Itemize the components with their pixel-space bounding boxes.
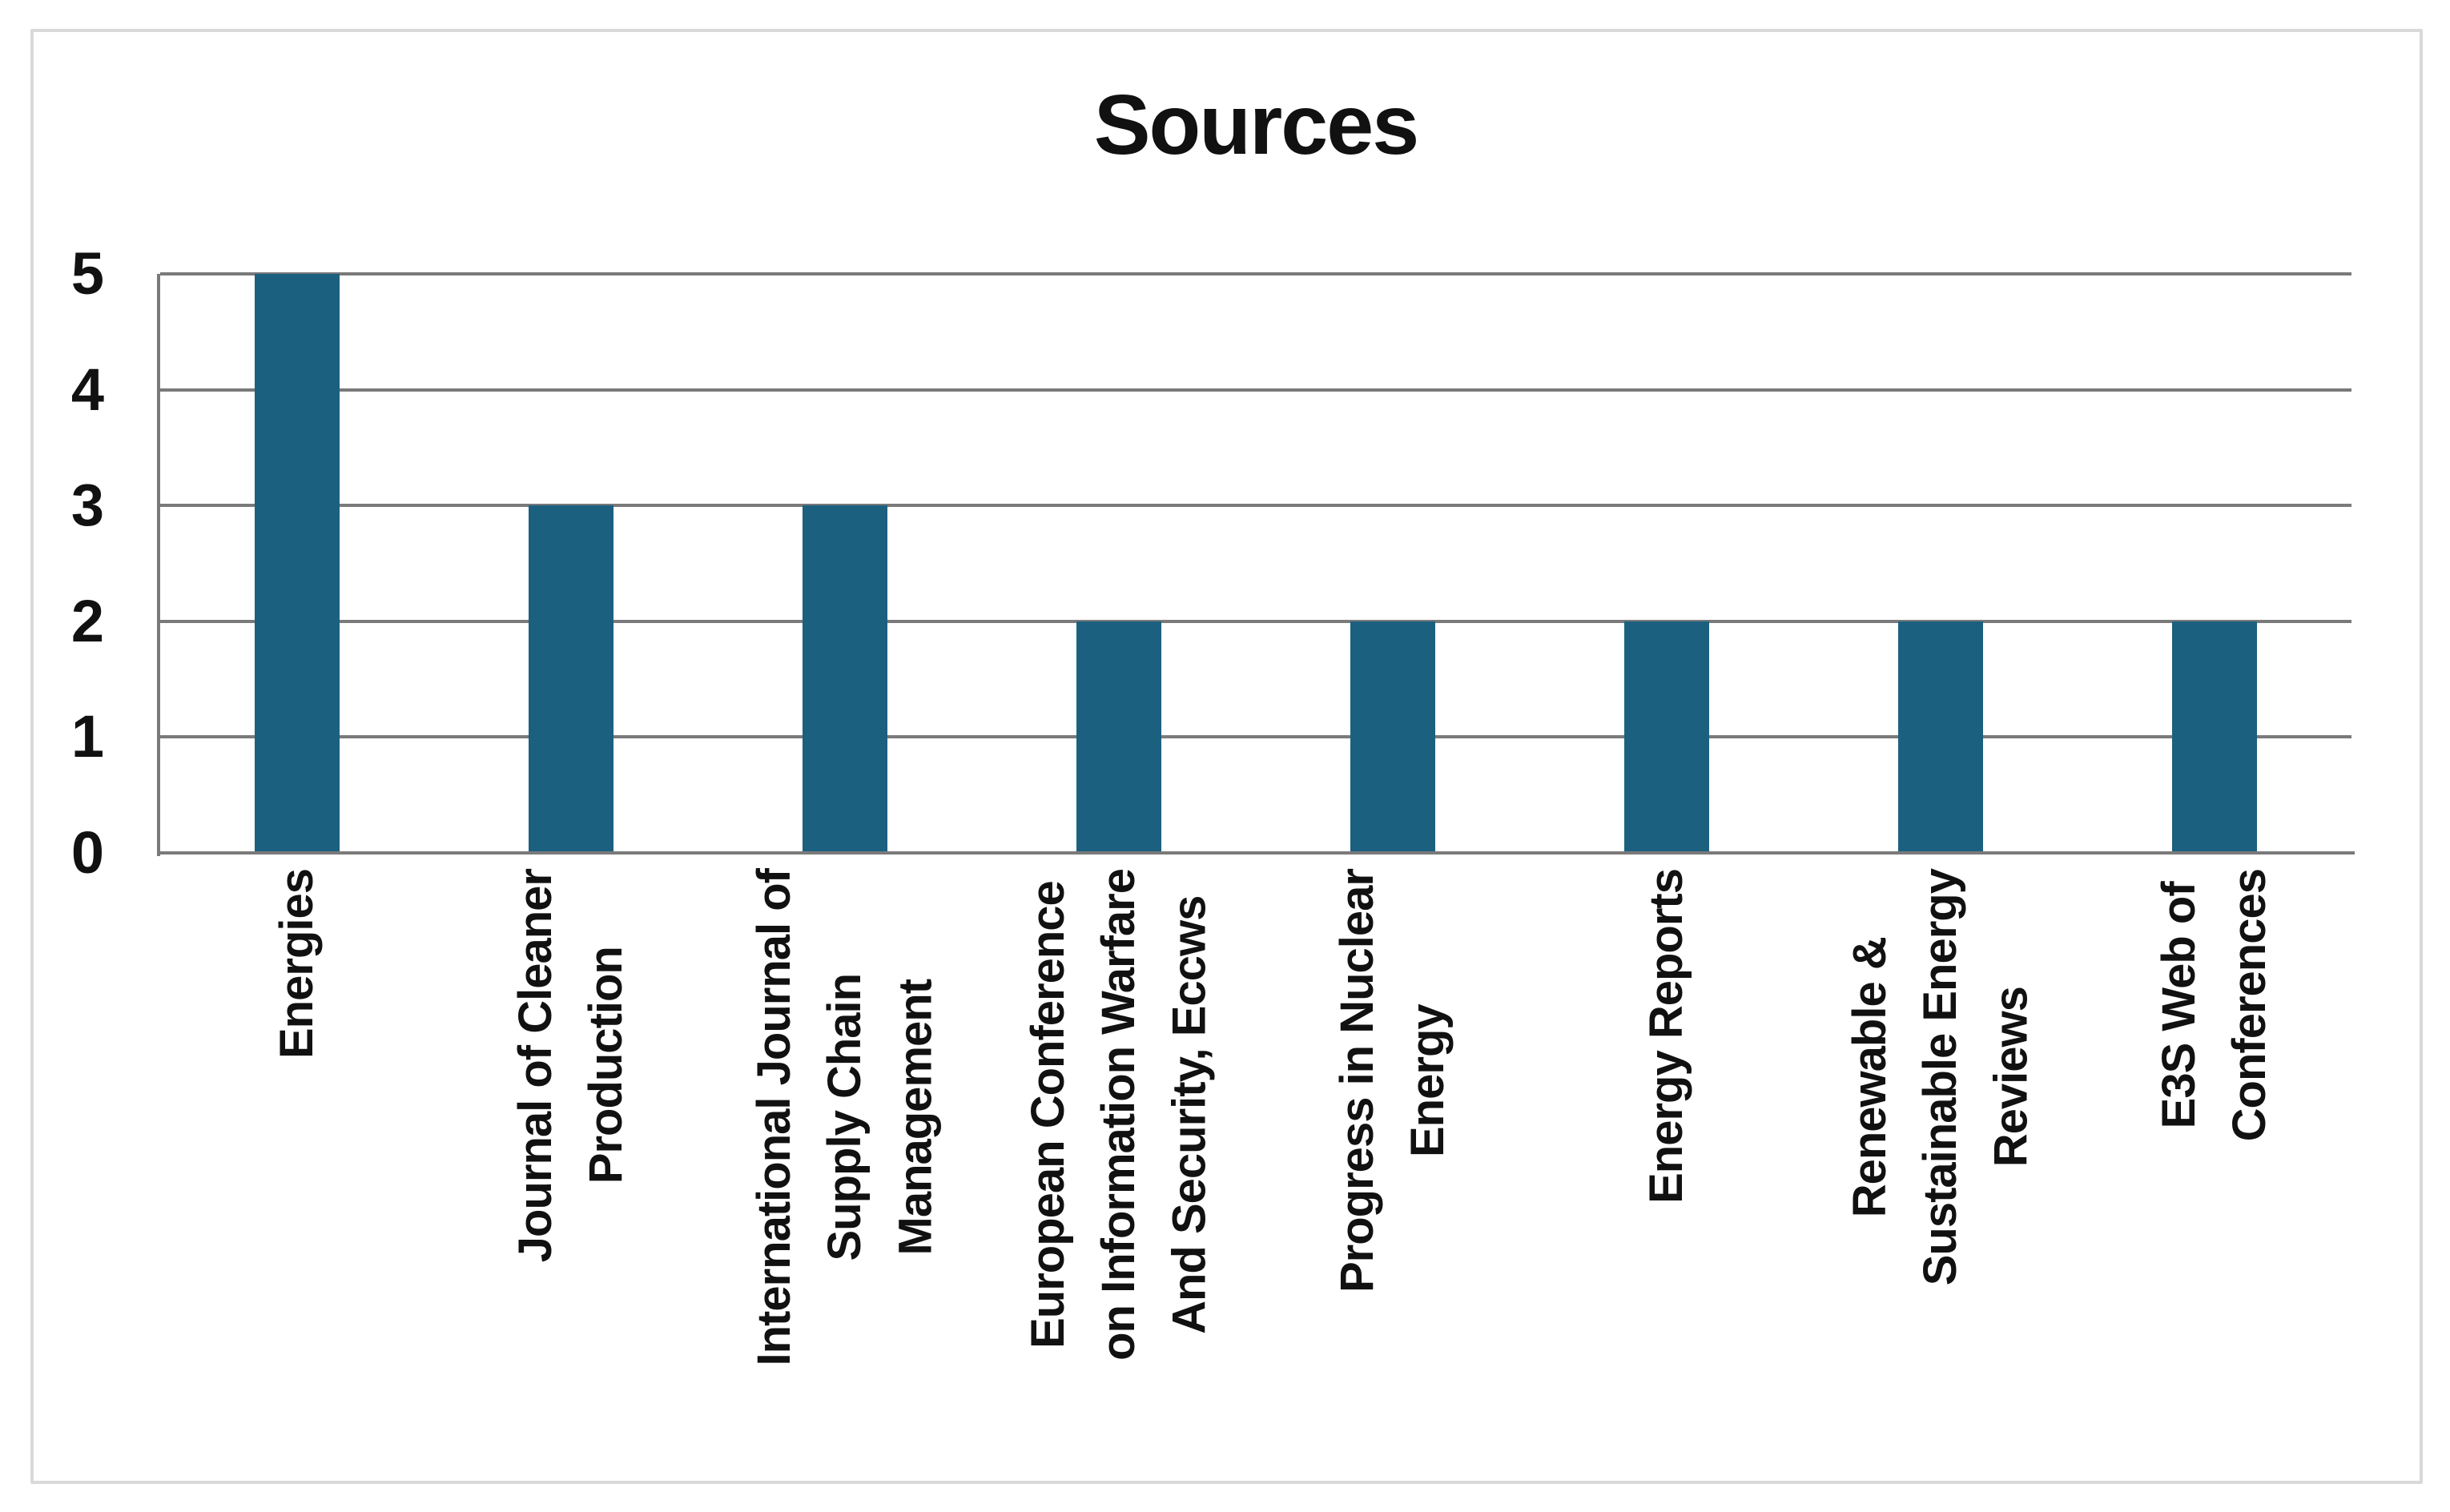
bar [529,505,614,853]
bar [1624,621,1709,853]
y-axis-tick-label: 0 [70,819,104,886]
x-axis-label: Journal of Cleaner Production [509,869,632,1263]
figure-border [30,29,2423,1484]
x-axis-label: Energy Reports [1639,869,1692,1204]
bar [255,274,340,853]
bar [1076,621,1161,853]
x-axis-line [157,851,2355,855]
y-axis-tick-label: 2 [70,587,104,654]
x-axis-label-slot: Progress in Nuclear Energy [1256,869,1530,1487]
gridline [160,619,2351,623]
x-axis-label: Renewable & Sustainable Energy Reviews [1843,869,2038,1286]
x-axis-label-slot: E3S Web of Conferences [2078,869,2351,1487]
x-axis-label-slot: European Conference on Information Warfa… [982,869,1256,1487]
bar [2172,621,2257,853]
x-axis-label: European Conference on Information Warfa… [1021,869,1216,1361]
gridline [160,735,2351,739]
x-axis-label-slot: Energy Reports [1530,869,1804,1487]
y-axis-tick-label: 5 [70,240,104,307]
gridline [160,388,2351,392]
y-axis-line [157,274,160,856]
x-axis-label-slot: Energies [160,869,434,1487]
y-axis-tick-label: 3 [70,472,104,539]
x-axis-label-slot: International Journal of Supply Chain Ma… [708,869,982,1487]
gridline [160,504,2351,508]
bar [803,505,887,853]
x-axis-label: E3S Web of Conferences [2152,869,2275,1142]
x-axis-label-slot: Journal of Cleaner Production [434,869,708,1487]
x-axis-label: Energies [270,869,323,1059]
x-axis-label: Progress in Nuclear Energy [1330,869,1454,1293]
x-axis-label: International Journal of Supply Chain Ma… [747,869,942,1366]
x-axis-label-slot: Renewable & Sustainable Energy Reviews [1804,869,2078,1487]
plot-area [157,272,2355,856]
y-axis-tick-label: 1 [70,703,104,770]
bar [1898,621,1983,853]
gridline [160,272,2351,275]
bar [1350,621,1435,853]
chart-title: Sources [1093,78,1419,172]
y-axis-tick-label: 4 [70,356,104,423]
